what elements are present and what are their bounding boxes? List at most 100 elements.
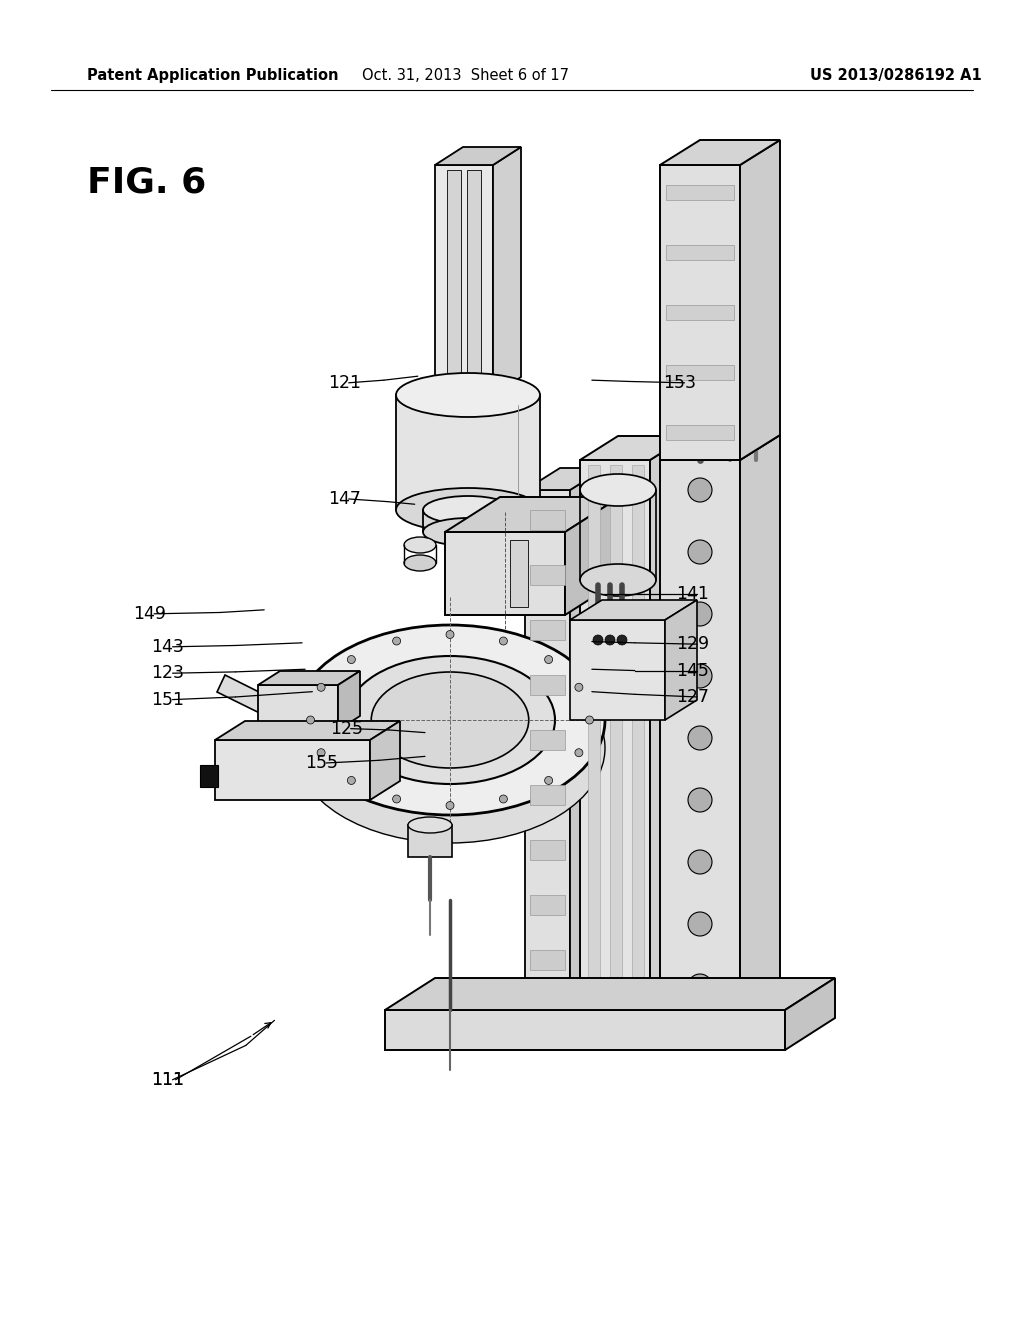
Polygon shape <box>785 978 835 1049</box>
Circle shape <box>545 656 553 664</box>
Polygon shape <box>660 165 740 459</box>
Polygon shape <box>740 436 780 1010</box>
Polygon shape <box>525 469 605 490</box>
Bar <box>666 366 734 380</box>
Text: 121: 121 <box>328 374 360 392</box>
Circle shape <box>392 795 400 803</box>
Bar <box>530 730 565 750</box>
Polygon shape <box>447 170 461 389</box>
Text: 125: 125 <box>330 719 362 738</box>
Circle shape <box>446 801 454 809</box>
Polygon shape <box>740 140 780 459</box>
Polygon shape <box>665 601 697 719</box>
Text: 123: 123 <box>152 664 184 682</box>
Bar <box>510 540 528 607</box>
Bar <box>666 425 734 440</box>
Ellipse shape <box>404 537 436 553</box>
Polygon shape <box>660 436 780 459</box>
Circle shape <box>574 684 583 692</box>
Ellipse shape <box>295 624 605 814</box>
Text: US 2013/0286192 A1: US 2013/0286192 A1 <box>810 67 982 83</box>
Polygon shape <box>385 1010 785 1049</box>
Polygon shape <box>258 685 338 730</box>
Text: 145: 145 <box>676 661 709 680</box>
Ellipse shape <box>396 488 540 532</box>
Circle shape <box>500 638 507 645</box>
Polygon shape <box>660 459 740 1010</box>
Polygon shape <box>570 601 697 620</box>
Ellipse shape <box>295 653 605 843</box>
Circle shape <box>610 1020 630 1040</box>
Circle shape <box>688 478 712 502</box>
Bar <box>610 465 622 1005</box>
Polygon shape <box>570 469 605 1010</box>
Circle shape <box>688 974 712 998</box>
Circle shape <box>605 635 615 645</box>
Polygon shape <box>467 170 481 389</box>
Text: 151: 151 <box>152 690 184 709</box>
Polygon shape <box>580 436 688 459</box>
Circle shape <box>688 912 712 936</box>
Ellipse shape <box>423 517 513 546</box>
Circle shape <box>347 656 355 664</box>
Polygon shape <box>525 490 570 1010</box>
Text: Oct. 31, 2013  Sheet 6 of 17: Oct. 31, 2013 Sheet 6 of 17 <box>362 67 569 83</box>
Circle shape <box>574 748 583 756</box>
Circle shape <box>688 540 712 564</box>
Circle shape <box>688 664 712 688</box>
Circle shape <box>688 726 712 750</box>
Text: 141: 141 <box>676 585 709 603</box>
Polygon shape <box>565 498 620 615</box>
Ellipse shape <box>580 564 656 597</box>
Circle shape <box>593 635 603 645</box>
Ellipse shape <box>345 656 555 784</box>
Circle shape <box>475 590 485 601</box>
Text: 143: 143 <box>152 638 184 656</box>
Bar <box>530 785 565 805</box>
Bar <box>666 305 734 319</box>
Circle shape <box>586 715 594 723</box>
Polygon shape <box>435 165 493 395</box>
Text: 155: 155 <box>305 754 338 772</box>
Text: 127: 127 <box>676 688 709 706</box>
Ellipse shape <box>372 672 528 768</box>
Polygon shape <box>445 532 565 615</box>
Polygon shape <box>445 498 620 532</box>
Text: 149: 149 <box>133 605 166 623</box>
Circle shape <box>472 564 488 579</box>
Bar <box>200 766 218 787</box>
Text: FIG. 6: FIG. 6 <box>87 165 206 199</box>
Circle shape <box>490 1020 510 1040</box>
Bar <box>588 465 600 1005</box>
Circle shape <box>688 850 712 874</box>
Bar <box>530 675 565 696</box>
Bar <box>530 565 565 585</box>
Circle shape <box>617 635 627 645</box>
Bar <box>530 840 565 861</box>
Text: 111: 111 <box>152 1071 184 1089</box>
Polygon shape <box>650 436 688 1010</box>
Polygon shape <box>396 395 540 510</box>
Bar <box>530 510 565 531</box>
Polygon shape <box>338 671 360 730</box>
Ellipse shape <box>408 817 452 833</box>
Circle shape <box>688 602 712 626</box>
Ellipse shape <box>580 474 656 506</box>
Circle shape <box>500 795 507 803</box>
Circle shape <box>446 631 454 639</box>
Circle shape <box>392 638 400 645</box>
Polygon shape <box>435 147 521 165</box>
Ellipse shape <box>423 496 513 524</box>
Polygon shape <box>217 675 295 729</box>
Circle shape <box>264 759 296 791</box>
Polygon shape <box>660 140 780 165</box>
Bar <box>530 620 565 640</box>
Ellipse shape <box>396 374 540 417</box>
Text: 153: 153 <box>664 374 696 392</box>
Circle shape <box>274 770 286 781</box>
Polygon shape <box>215 721 400 741</box>
Polygon shape <box>215 741 370 800</box>
Bar <box>408 825 452 857</box>
Circle shape <box>317 748 325 756</box>
Text: 147: 147 <box>328 490 360 508</box>
